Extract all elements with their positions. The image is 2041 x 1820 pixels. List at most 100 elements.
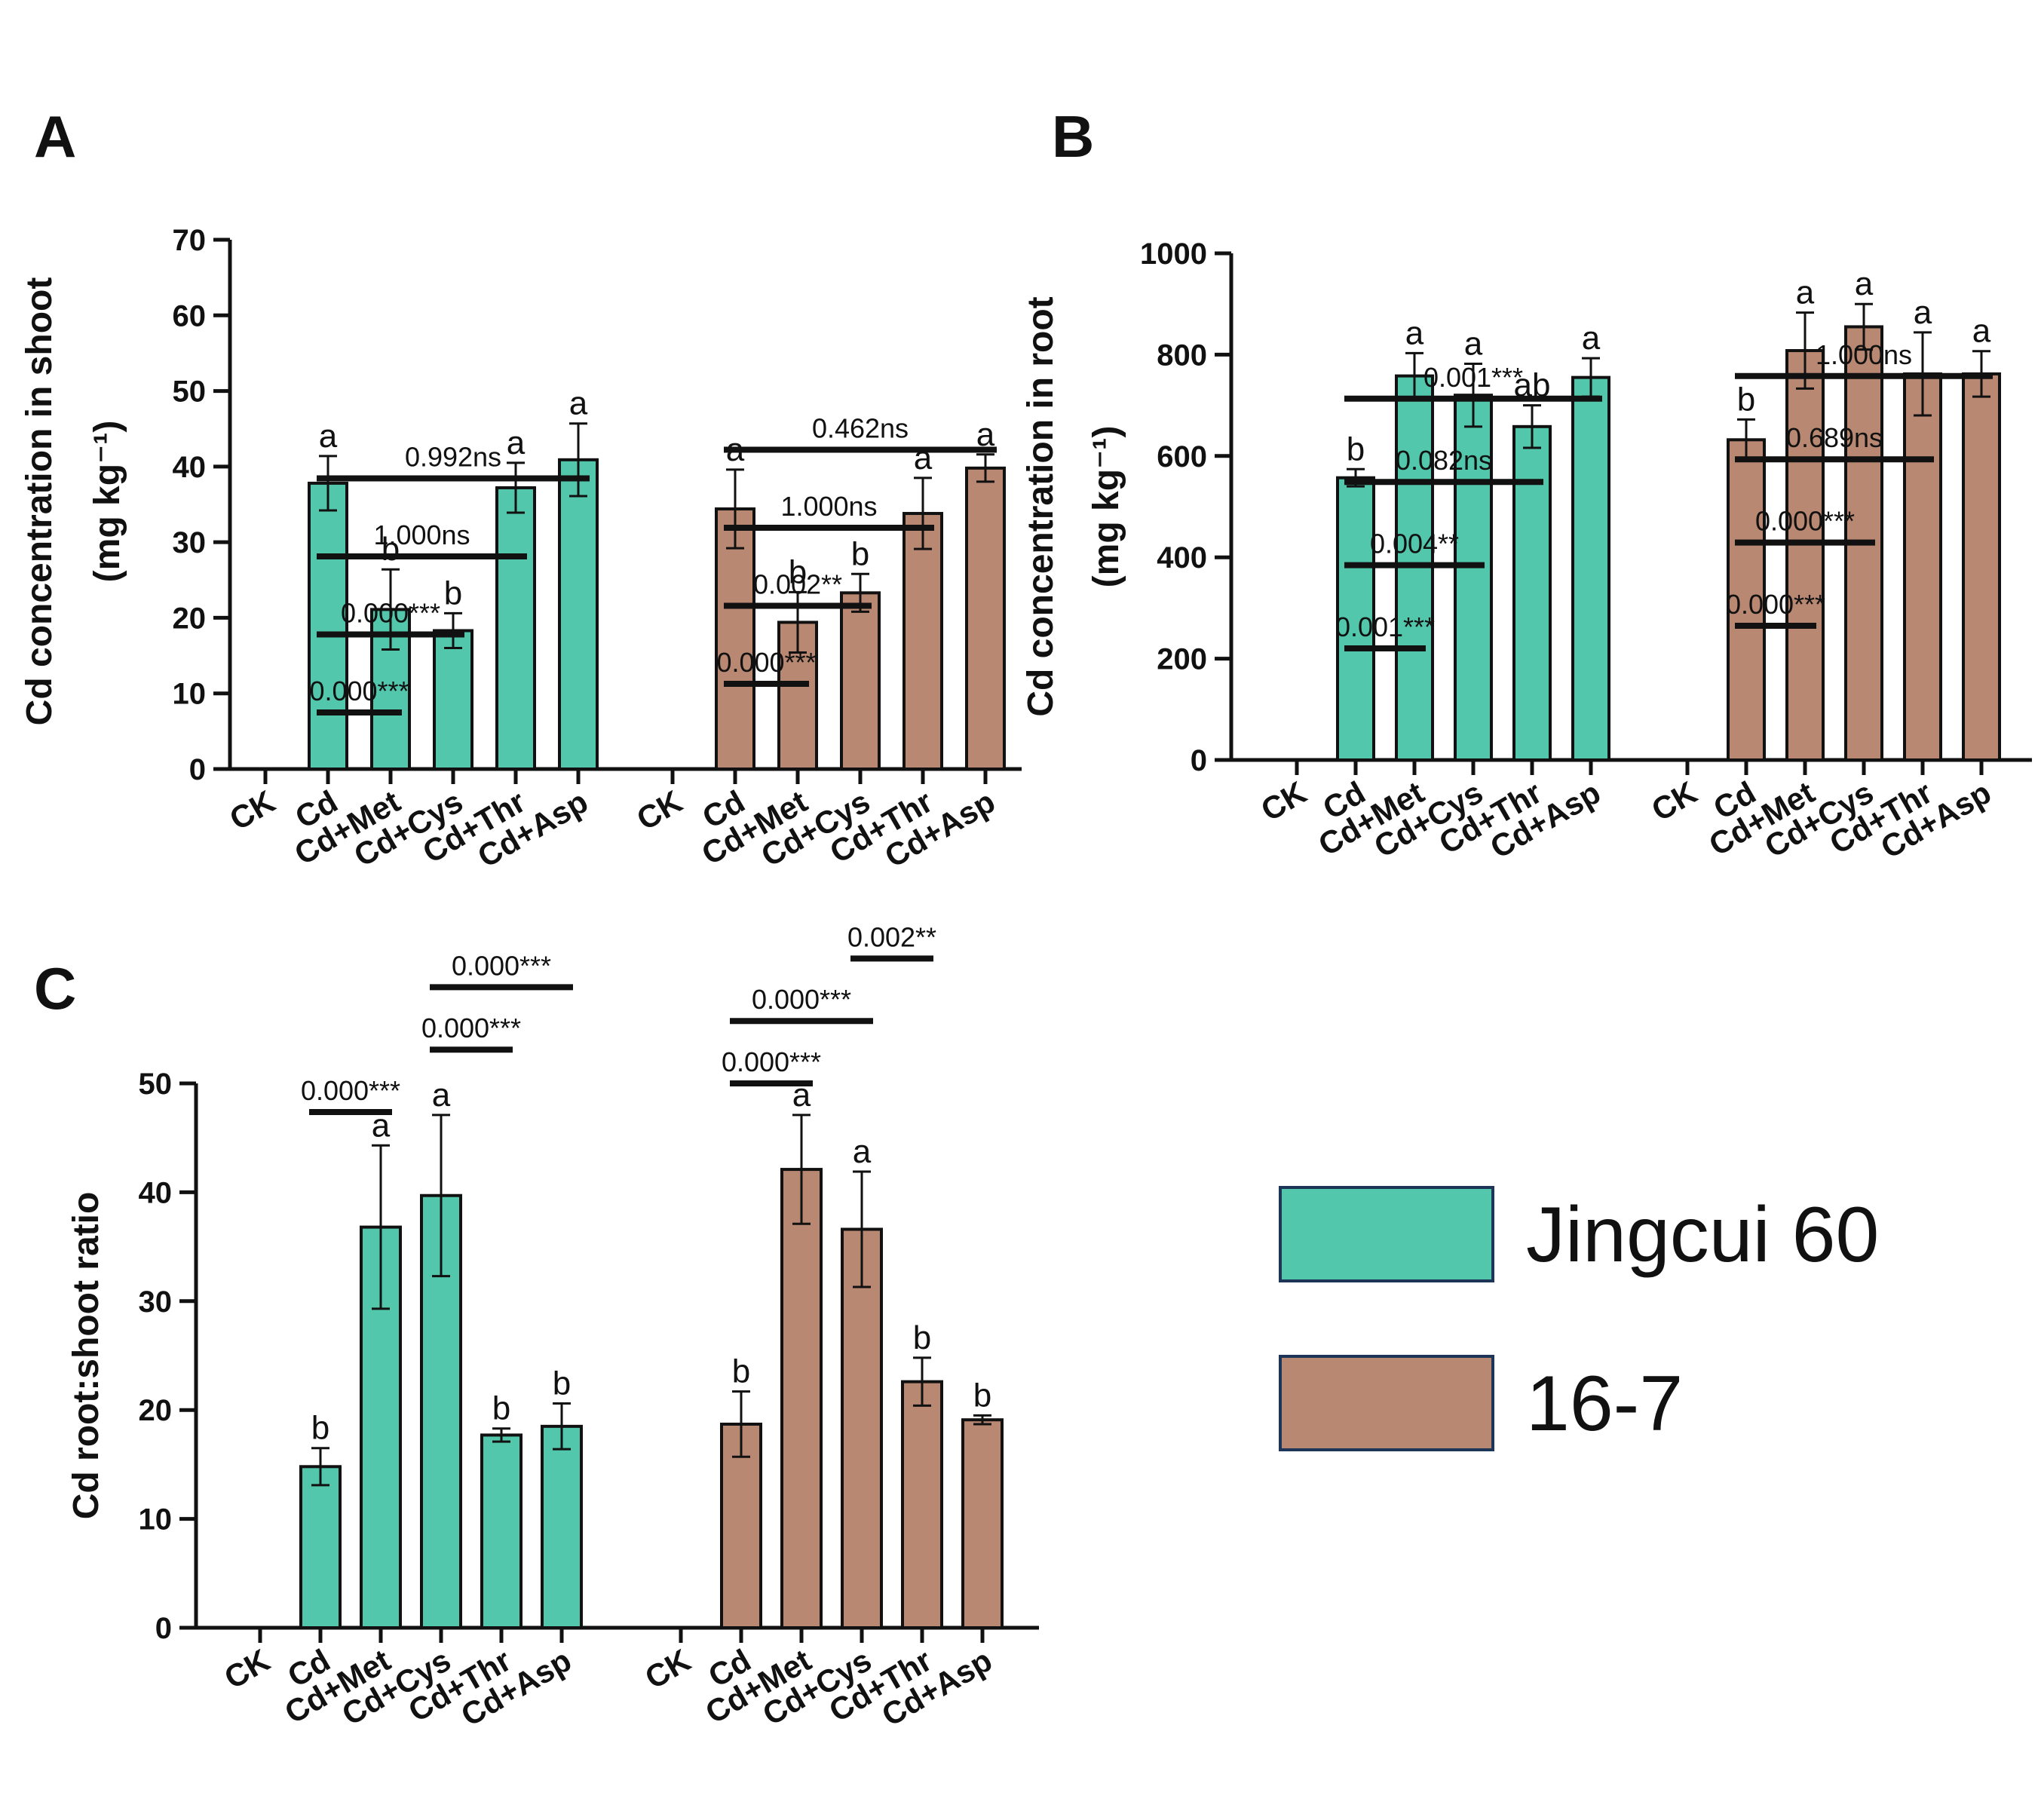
- bar: [1512, 424, 1552, 761]
- panel-letter-b: B: [1052, 103, 1094, 170]
- y-axis-unit: (mg kg⁻¹): [87, 421, 127, 583]
- comparison-label: 0.689ns: [1786, 422, 1883, 453]
- y-tick-label: 20: [173, 602, 207, 635]
- bar: [495, 486, 536, 771]
- significance-letter: b: [1347, 430, 1365, 467]
- comparison-label: 0.001***: [1335, 611, 1435, 642]
- comparison-label: 0.000***: [752, 984, 851, 1015]
- comparison-label: 0.004**: [1370, 529, 1459, 559]
- significance-letter: a: [1855, 265, 1874, 302]
- y-axis-unit: (mg kg⁻¹): [1086, 426, 1126, 588]
- significance-letter: a: [1464, 325, 1483, 362]
- comparison-label: 0.000***: [421, 1013, 521, 1043]
- y-tick-label: 50: [173, 375, 207, 409]
- y-tick-label: 60: [173, 299, 207, 332]
- y-tick-label: 70: [173, 224, 207, 257]
- legend-swatch-jingcui-60: [1279, 1186, 1494, 1282]
- bar: [433, 629, 473, 771]
- significance-letter: b: [732, 1353, 750, 1390]
- legend-swatch-16-7: [1279, 1355, 1494, 1451]
- bar: [841, 1227, 883, 1629]
- bar: [1571, 375, 1610, 761]
- bar: [299, 1465, 342, 1629]
- significance-letter: b: [1737, 381, 1755, 418]
- significance-letter: a: [1914, 294, 1932, 331]
- legend-label-16-7: 16-7: [1526, 1360, 1683, 1448]
- comparison-label: 0.000***: [1726, 589, 1825, 620]
- comparison-label: 0.000***: [716, 647, 816, 678]
- y-axis-title: Cd concentration in shoot: [20, 277, 60, 726]
- panel-b: B 0 200 400 600 800 1000 Cd concentration in ro…: [1021, 103, 2032, 866]
- significance-letter: a: [432, 1077, 451, 1114]
- legend-label-jingcui-60: Jingcui 60: [1526, 1191, 1879, 1279]
- bar: [965, 466, 1006, 771]
- significance-letter: b: [913, 1319, 931, 1356]
- bar: [1785, 349, 1825, 761]
- comparison-label: 1.000ns: [373, 519, 470, 550]
- significance-letter: a: [319, 418, 338, 455]
- bar: [961, 1418, 1004, 1630]
- comparison-label: 0.002**: [847, 921, 936, 952]
- significance-letter: a: [1405, 314, 1424, 351]
- significance-letter: b: [444, 574, 462, 611]
- panel-letter-a: A: [34, 103, 76, 170]
- bar: [480, 1433, 523, 1629]
- y-tick-label: 20: [139, 1394, 173, 1427]
- bar: [840, 591, 881, 771]
- panel-letter-c: C: [34, 955, 76, 1022]
- significance-letter: b: [973, 1377, 991, 1414]
- significance-letter: a: [1582, 320, 1601, 357]
- legend: Jingcui 60 16-7: [1279, 1186, 1879, 1451]
- y-tick-label: 1000: [1140, 237, 1207, 271]
- comparison-label: 0.462ns: [812, 413, 909, 444]
- y-tick-label: 0: [189, 753, 206, 786]
- comparison-label: 0.992ns: [405, 442, 501, 473]
- y-tick-label: 10: [173, 678, 207, 711]
- y-tick-label: 0: [155, 1612, 172, 1645]
- significance-letter: a: [1972, 313, 1991, 350]
- comparison-label: 0.000***: [452, 950, 551, 981]
- comparison-label: 0.001***: [1423, 362, 1523, 393]
- comparison-label: 0.000***: [309, 676, 409, 706]
- bar: [903, 512, 943, 771]
- significance-letter: b: [789, 553, 807, 590]
- bar: [901, 1380, 943, 1629]
- significance-letter: b: [851, 535, 869, 572]
- significance-letter: a: [914, 440, 933, 476]
- y-tick-label: 30: [173, 526, 207, 559]
- y-tick-label: 50: [139, 1068, 173, 1101]
- comparison-label: 0.000***: [1755, 506, 1855, 537]
- bar: [780, 1168, 823, 1630]
- y-tick-label: 200: [1157, 643, 1207, 676]
- bar: [715, 507, 755, 771]
- comparison-label: 0.000***: [341, 598, 440, 629]
- y-tick-label: 600: [1157, 440, 1207, 473]
- significance-letter: b: [382, 531, 400, 568]
- bar: [558, 458, 599, 771]
- bar: [1454, 394, 1493, 761]
- significance-letter: a: [507, 424, 526, 461]
- significance-letter: b: [492, 1390, 510, 1427]
- y-tick-label: 40: [173, 451, 207, 484]
- comparison-label: 0.000***: [722, 1046, 821, 1077]
- y-tick-label: 40: [139, 1176, 173, 1209]
- comparison-label: 0.082ns: [1396, 445, 1492, 476]
- significance-letter: a: [1796, 274, 1815, 311]
- y-tick-label: 10: [139, 1503, 173, 1537]
- bar: [1903, 372, 1942, 762]
- y-tick-label: 800: [1157, 339, 1207, 372]
- significance-letter: a: [569, 385, 588, 422]
- y-tick-label: 30: [139, 1285, 173, 1319]
- comparison-label: 1.000ns: [1816, 339, 1912, 370]
- bar: [1962, 372, 2001, 762]
- y-tick-label: 400: [1157, 541, 1207, 574]
- bar: [541, 1424, 583, 1629]
- y-tick-label: 0: [1191, 744, 1207, 777]
- comparison-label: 0.002**: [753, 569, 842, 600]
- significance-letter: a: [853, 1133, 872, 1170]
- y-axis-title: Cd concentration in root: [1021, 296, 1061, 716]
- comparison-label: 1.000ns: [780, 491, 877, 522]
- significance-letter: b: [311, 1410, 329, 1447]
- y-axis-title: Cd root:shoot ratio: [66, 1192, 106, 1520]
